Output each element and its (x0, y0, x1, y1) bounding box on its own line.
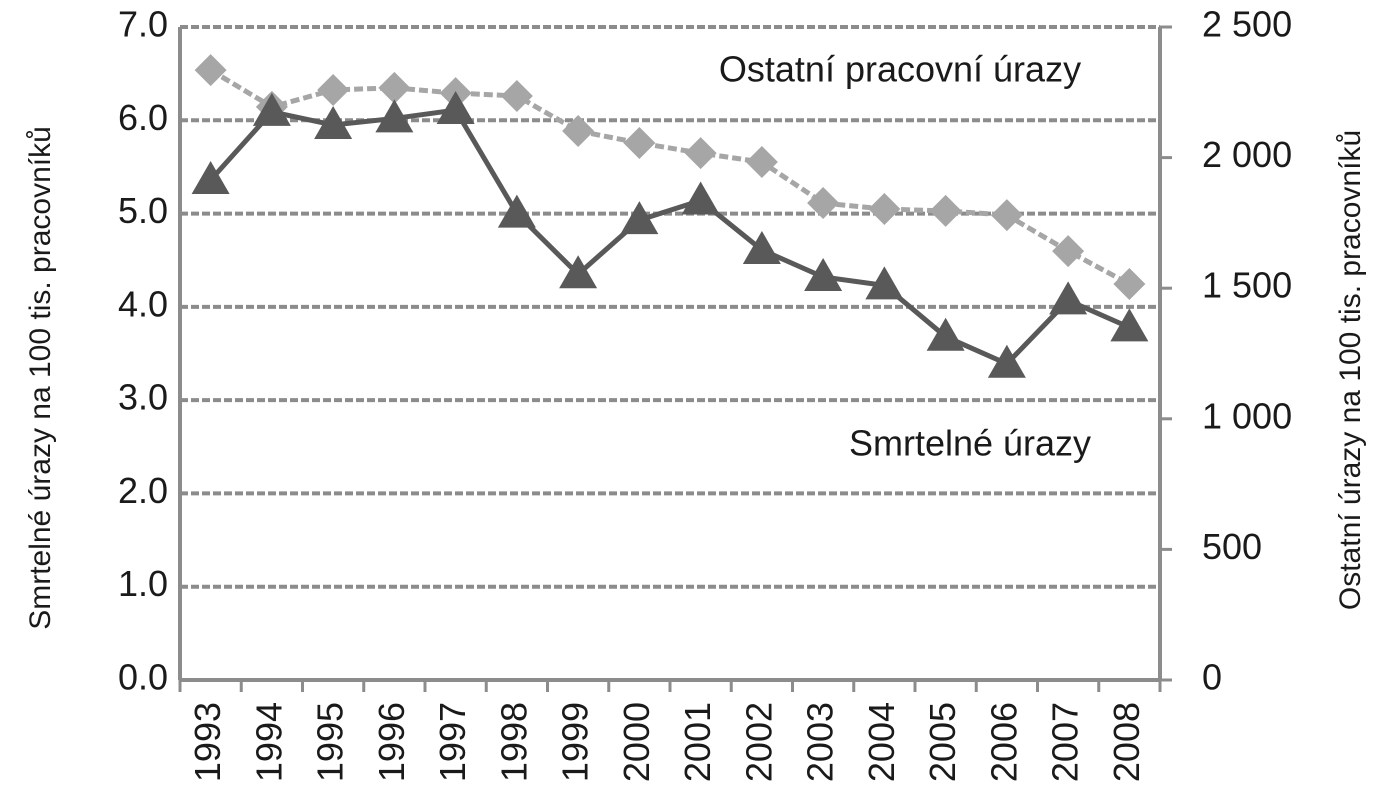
triangle-marker (926, 317, 965, 351)
diamond-marker (868, 193, 901, 226)
y-tick-label: 5.0 (118, 190, 168, 231)
x-tick-label: 1994 (248, 702, 289, 782)
triangle-marker (1049, 281, 1088, 315)
triangle-marker (681, 181, 720, 215)
triangle-marker (252, 92, 291, 126)
y-axis-label: Smrtelné úrazy na 100 tis. pracovníků (24, 126, 57, 630)
y2-tick-label: 2 000 (1202, 134, 1292, 175)
diamond-marker (1052, 235, 1085, 268)
diamond-marker (500, 79, 533, 112)
y2-tick-label: 2 500 (1202, 4, 1292, 45)
diamond-marker (990, 199, 1023, 232)
y2-tick-label: 0 (1202, 657, 1222, 698)
y2-tick-label: 1 000 (1202, 395, 1292, 436)
diamond-marker (684, 137, 717, 170)
series-line (208, 107, 1131, 367)
diamond-marker (562, 114, 595, 147)
annotation: Smrtelné úrazy (849, 423, 1091, 464)
y-tick-label: 7.0 (118, 4, 168, 45)
triangle-marker (375, 99, 414, 133)
y-tick-label: 4.0 (118, 283, 168, 324)
y2-tick-label: 500 (1202, 526, 1262, 567)
x-tick-label: 2002 (738, 702, 779, 782)
diamond-marker (929, 194, 962, 227)
annotation: Ostatní pracovní úrazy (719, 49, 1081, 90)
triangle-marker (1110, 308, 1149, 342)
y-tick-label: 0.0 (118, 657, 168, 698)
x-tick-label: 1995 (310, 702, 351, 782)
y-tick-label: 1.0 (118, 563, 168, 604)
x-tick-label: 2000 (616, 702, 657, 782)
y2-axis-label: Ostatní úrazy na 100 tis. pracovníků (1334, 130, 1367, 610)
triangle-marker (865, 266, 904, 300)
x-tick-label: 1997 (432, 702, 473, 782)
diamond-marker (378, 71, 411, 104)
x-tick-label: 2004 (861, 702, 902, 782)
triangle-marker (436, 91, 475, 125)
y2-tick-label: 1 500 (1202, 265, 1292, 306)
x-tick-label: 2008 (1106, 702, 1147, 782)
x-tick-label: 1998 (493, 702, 534, 782)
x-tick-label: 1993 (187, 702, 228, 782)
x-tick-label: 2007 (1045, 702, 1086, 782)
diamond-marker (194, 54, 227, 87)
y-tick-label: 2.0 (118, 470, 168, 511)
x-tick-label: 2005 (922, 702, 963, 782)
triangle-marker (314, 105, 353, 139)
triangle-marker (620, 201, 659, 235)
series-line (209, 67, 1131, 287)
diamond-marker (807, 187, 840, 220)
triangle-marker (742, 230, 781, 264)
triangle-marker (987, 344, 1026, 378)
triangle-marker (191, 160, 230, 194)
x-tick-label: 1999 (555, 702, 596, 782)
y-tick-label: 3.0 (118, 377, 168, 418)
triangle-marker (804, 258, 843, 292)
triangle-marker (559, 255, 598, 289)
triangle-marker (497, 194, 536, 228)
y-tick-label: 6.0 (118, 97, 168, 138)
x-tick-label: 2006 (983, 702, 1024, 782)
diamond-marker (623, 126, 656, 159)
diamond-marker (1113, 268, 1146, 301)
x-tick-label: 2001 (677, 702, 718, 782)
diamond-marker (745, 146, 778, 179)
diamond-marker (317, 73, 350, 106)
x-tick-label: 1996 (371, 702, 412, 782)
x-tick-label: 2003 (800, 702, 841, 782)
